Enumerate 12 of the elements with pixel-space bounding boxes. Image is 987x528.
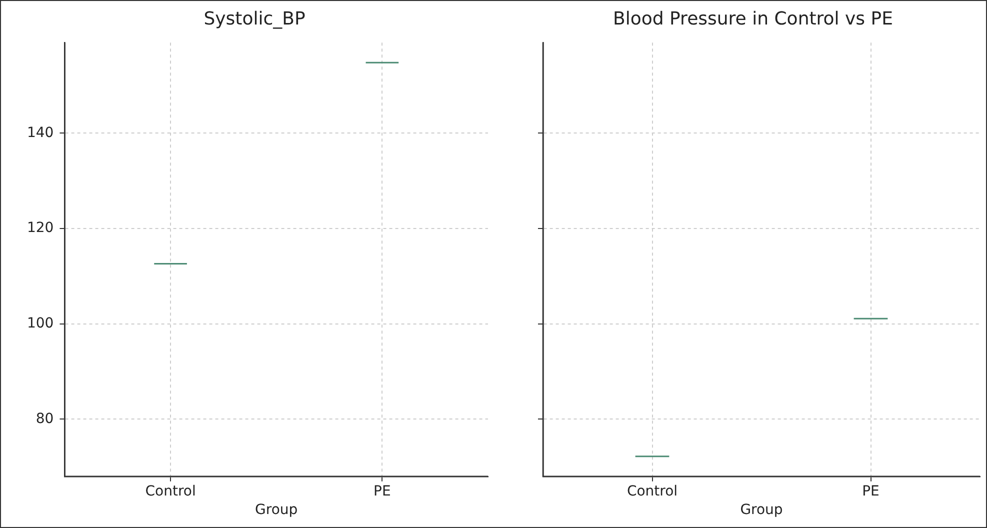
y-tick-label: 80: [36, 410, 54, 427]
chart-title: Blood Pressure in Control vs PE: [612, 8, 894, 30]
x-tick-label: Control: [145, 483, 196, 500]
x-tick-label: PE: [374, 483, 391, 500]
y-tick-label: 100: [26, 315, 54, 332]
y-tick-label: 120: [26, 220, 54, 236]
x-axis-title: Group: [740, 502, 783, 518]
x-axis-title: Group: [255, 502, 298, 518]
chart-title: Systolic_BP: [204, 8, 306, 30]
x-tick-label: PE: [862, 483, 880, 500]
y-tick-label: 140: [26, 124, 54, 141]
x-tick-label: Control: [626, 483, 678, 500]
